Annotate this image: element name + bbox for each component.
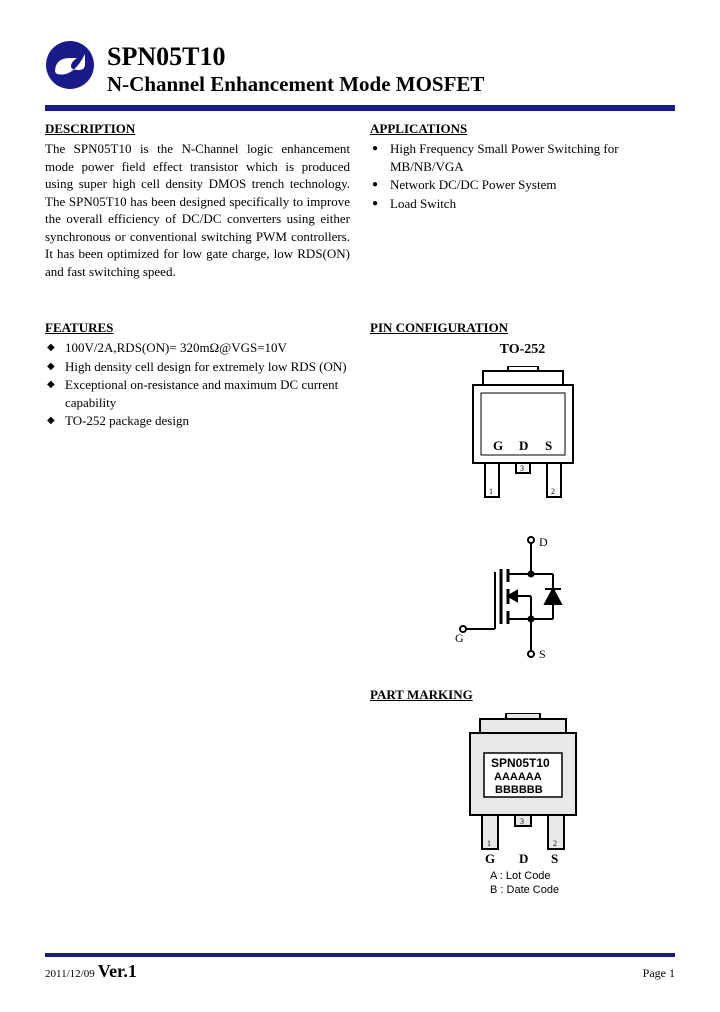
mid-columns: FEATURES 100V/2A,RDS(ON)= 320mΩ@VGS=10V … — [45, 280, 675, 903]
to252-package-icon: G D S 3 1 2 — [453, 366, 593, 511]
package-label: TO-252 — [370, 342, 675, 358]
svg-text:2: 2 — [553, 839, 557, 848]
svg-text:1: 1 — [489, 487, 493, 496]
feature-item: 100V/2A,RDS(ON)= 320mΩ@VGS=10V — [47, 339, 350, 357]
pin-label-g: G — [493, 438, 503, 453]
feature-item: Exceptional on-resistance and maximum DC… — [47, 376, 350, 412]
pin-label-d: D — [519, 438, 528, 453]
title-block: SPN05T10 N-Channel Enhancement Mode MOSF… — [107, 40, 484, 97]
svg-text:G: G — [485, 851, 495, 866]
footer-date: 2011/12/09 — [45, 968, 95, 980]
mosfet-symbol-icon: D G S — [453, 534, 593, 664]
application-item: High Frequency Small Power Switching for… — [372, 140, 675, 176]
description-heading: DESCRIPTION — [45, 121, 350, 137]
feature-item: High density cell design for extremely l… — [47, 358, 350, 376]
part-marking-icon: SPN05T10 AAAAAA BBBBBB 3 1 2 G D S A : L… — [448, 713, 598, 898]
svg-text:S: S — [539, 647, 546, 661]
svg-text:SPN05T10: SPN05T10 — [491, 756, 550, 770]
footer-page: Page 1 — [643, 966, 675, 981]
description-text: The SPN05T10 is the N-Channel logic enha… — [45, 140, 350, 280]
applications-heading: APPLICATIONS — [370, 121, 675, 137]
applications-list: High Frequency Small Power Switching for… — [370, 140, 675, 213]
header: SPN05T10 N-Channel Enhancement Mode MOSF… — [45, 40, 675, 97]
footer-version: Ver.1 — [98, 961, 137, 981]
svg-text:BBBBBB: BBBBBB — [495, 784, 543, 796]
company-logo-icon — [45, 40, 95, 90]
applications-section: APPLICATIONS High Frequency Small Power … — [370, 121, 675, 280]
part-marking-heading: PART MARKING — [370, 687, 675, 703]
part-marking-diagram: SPN05T10 AAAAAA BBBBBB 3 1 2 G D S A : L… — [370, 713, 675, 903]
pin-configuration-heading: PIN CONFIGURATION — [370, 320, 675, 336]
svg-text:B : Date Code: B : Date Code — [490, 884, 559, 896]
svg-text:3: 3 — [520, 817, 524, 826]
feature-item: TO-252 package design — [47, 412, 350, 430]
svg-text:D: D — [519, 851, 528, 866]
part-number: SPN05T10 — [107, 42, 484, 72]
svg-text:G: G — [455, 631, 464, 645]
application-item: Load Switch — [372, 195, 675, 213]
svg-text:3: 3 — [520, 464, 524, 473]
svg-text:A : Lot Code: A : Lot Code — [490, 870, 551, 882]
svg-text:D: D — [539, 535, 548, 549]
footer-rule — [45, 953, 675, 957]
footer: 2011/12/09 Ver.1 Page 1 — [45, 941, 675, 982]
pin-configuration-section: PIN CONFIGURATION TO-252 G D S 3 1 — [370, 320, 675, 903]
top-columns: DESCRIPTION The SPN05T10 is the N-Channe… — [45, 121, 675, 280]
svg-text:S: S — [551, 851, 558, 866]
features-list: 100V/2A,RDS(ON)= 320mΩ@VGS=10V High dens… — [45, 339, 350, 430]
description-section: DESCRIPTION The SPN05T10 is the N-Channe… — [45, 121, 350, 280]
package-outline: G D S 3 1 2 — [370, 366, 675, 516]
header-rule — [45, 105, 675, 111]
subtitle: N-Channel Enhancement Mode MOSFET — [107, 72, 484, 97]
features-heading: FEATURES — [45, 320, 350, 336]
svg-text:AAAAAA: AAAAAA — [494, 771, 542, 783]
application-item: Network DC/DC Power System — [372, 176, 675, 194]
svg-text:1: 1 — [487, 839, 491, 848]
footer-left: 2011/12/09 Ver.1 — [45, 961, 137, 982]
svg-text:2: 2 — [551, 487, 555, 496]
pin-label-s: S — [545, 438, 552, 453]
schematic-symbol: D G S — [370, 534, 675, 669]
features-section: FEATURES 100V/2A,RDS(ON)= 320mΩ@VGS=10V … — [45, 320, 350, 903]
